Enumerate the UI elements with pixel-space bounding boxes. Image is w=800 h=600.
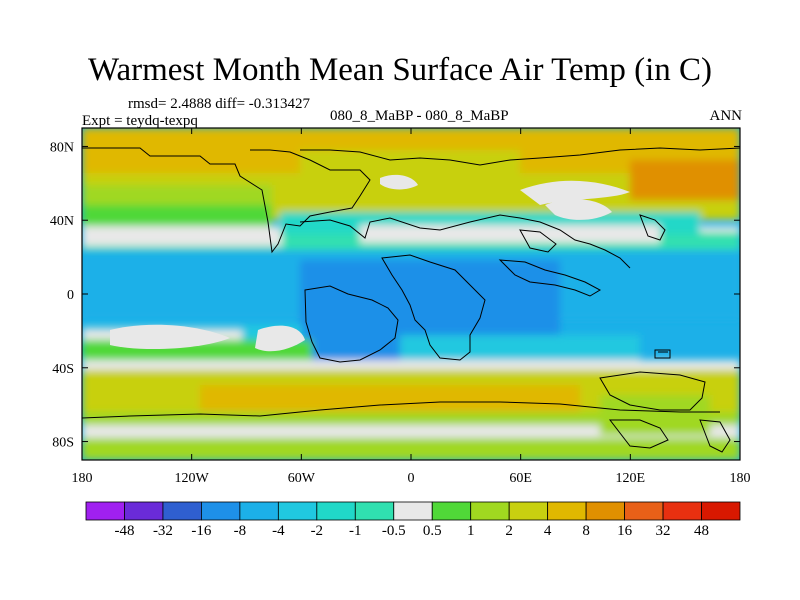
colorbar-label: -1: [349, 523, 362, 539]
map-title: Warmest Month Mean Surface Air Temp (in …: [87, 52, 713, 88]
lon-tick-label: 60E: [509, 471, 532, 486]
colorbar-label: -2: [311, 523, 324, 539]
colorbar-swatch: [701, 501, 741, 521]
colorbar-swatch: [277, 501, 318, 521]
colorbar-swatch: [316, 501, 356, 521]
stats-label: rmsd= 2.4888 diff= -0.313427: [128, 96, 311, 112]
colorbar-label: -32: [153, 523, 173, 539]
colorbar-label: 8: [582, 523, 590, 539]
colorbar-swatch: [124, 501, 164, 521]
lon-tick-label: 60W: [288, 471, 316, 486]
colorbar-swatch: [662, 501, 702, 521]
colorbar-swatch: [162, 501, 202, 521]
colorbar-label: 32: [656, 523, 671, 539]
lat-tick-label: 80S: [52, 436, 74, 451]
lon-tick-label: 180: [730, 471, 751, 486]
lon-tick-label: 120W: [175, 471, 210, 486]
colorbar-swatch: [393, 501, 433, 521]
colorbar-label: 4: [544, 523, 552, 539]
case-label: 080_8_MaBP - 080_8_MaBP: [330, 108, 509, 124]
colorbar-swatch: [508, 501, 549, 521]
colorbar-swatch: [85, 501, 125, 521]
colorbar-label: -4: [272, 523, 285, 539]
colorbar-swatch: [547, 501, 587, 521]
lon-tick-label: 180: [72, 471, 93, 486]
colorbar-label: 48: [694, 523, 709, 539]
colorbar-label: 16: [617, 523, 633, 539]
lat-tick-label: 0: [67, 288, 74, 303]
season-label: ANN: [709, 108, 743, 124]
colorbar-label: -0.5: [382, 523, 406, 539]
colorbar-swatch: [624, 501, 664, 521]
colorbar-label: 0.5: [423, 523, 442, 539]
colorbar-label: 2: [505, 523, 513, 539]
lat-tick-label: 80N: [50, 140, 74, 155]
temperature-field: [82, 128, 740, 460]
colorbar-swatch: [201, 501, 241, 521]
map-axes: 180 120W 60W 0 60E 120E 180 80N 40N 0 40S 80S: [50, 128, 751, 486]
colorbar-label: -16: [191, 523, 211, 539]
colorbar-swatch: [470, 501, 510, 521]
lat-tick-label: 40N: [50, 214, 74, 229]
map-plot-area: [82, 128, 740, 460]
colorbar-label: -8: [234, 523, 247, 539]
lon-tick-label: 0: [408, 471, 415, 486]
colorbar-label: 1: [467, 523, 475, 539]
colorbar: -48 -32 -16 -8 -4 -2 -1 -0.5 0.5 1 2 4 8 16 32 48: [85, 501, 741, 539]
colorbar-swatch: [354, 501, 395, 521]
lat-tick-label: 40S: [52, 362, 74, 377]
lon-tick-label: 120E: [616, 471, 646, 486]
colorbar-swatch: [431, 501, 472, 521]
colorbar-label: -48: [114, 523, 134, 539]
coastlines: [82, 147, 740, 453]
experiment-label: Expt = teydq-texpq: [82, 113, 198, 129]
near-zero-regions: [110, 174, 630, 352]
colorbar-swatch: [239, 501, 279, 521]
colorbar-swatch: [585, 501, 625, 521]
